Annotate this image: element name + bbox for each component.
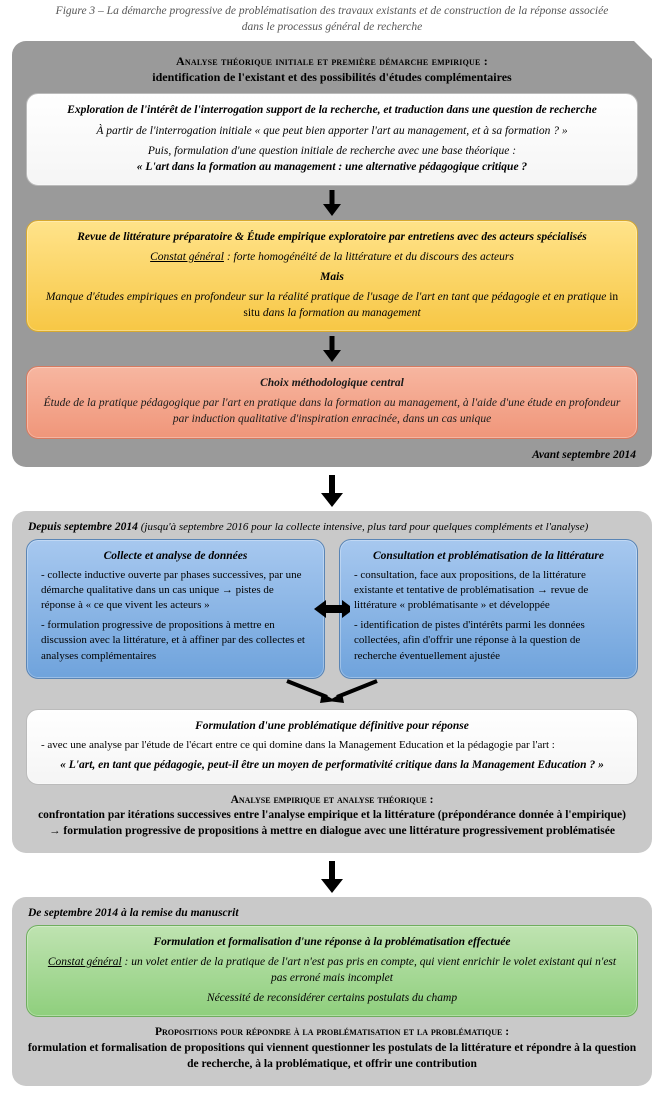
box-exploration-l3: « L'art dans la formation au management … [41, 159, 623, 175]
panel2-footer: Analyse empirique et analyse théorique :… [26, 793, 638, 840]
panel3-footer: Propositions pour répondre à la probléma… [26, 1025, 638, 1072]
double-arrow-icon [314, 598, 350, 620]
panel3-foot-caps: Propositions pour répondre à la probléma… [155, 1026, 509, 1038]
resp-constat-text: : un volet entier de la pratique de l'ar… [122, 956, 616, 984]
arrow-down-icon [26, 334, 638, 364]
box-lit-mais: Mais [41, 269, 623, 285]
panel2-foot-l1: confrontation par itérations successives… [38, 809, 626, 821]
box-literature-consult: Consultation et problématisation de la l… [339, 539, 638, 679]
consult-item-2: identification de pistes d'intérêts parm… [354, 618, 623, 664]
box-method-title: Choix méthodologique central [41, 375, 623, 391]
resp-constat-label: Constat général [48, 956, 122, 968]
box-resp-title: Formulation et formalisation d'une répon… [41, 934, 623, 950]
box-resp-l2: Nécessité de reconsidérer certains postu… [41, 990, 623, 1006]
panel2-date-note: (jusqu'à septembre 2016 pour la collecte… [141, 521, 588, 533]
box-method-choice: Choix méthodologique central Étude de la… [26, 366, 638, 438]
box-data-title: Collecte et analyse de données [41, 548, 310, 564]
panel-response: De septembre 2014 à la remise du manuscr… [12, 897, 652, 1086]
box-lit-title: Revue de littérature préparatoire & Étud… [41, 229, 623, 245]
data-item-2: formulation progressive de propositions … [41, 618, 310, 664]
box-response-formulation: Formulation et formalisation d'une répon… [26, 925, 638, 1017]
box-exploration-l1: À partir de l'interrogation initiale « q… [41, 123, 623, 139]
caption-line-1: Figure 3 – La démarche progressive de pr… [56, 5, 609, 17]
panel1-heading-sub: identification de l'existant et des poss… [152, 70, 511, 84]
box-consult-title: Consultation et problématisation de la l… [354, 548, 623, 564]
panel2-foot-caps: Analyse empirique et analyse théorique : [231, 794, 434, 806]
two-col-wrap: Collecte et analyse de données collecte … [26, 539, 638, 679]
box-definitive-problem: Formulation d'une problématique définiti… [26, 709, 638, 785]
panel1-heading: Analyse théorique initiale et première d… [26, 53, 638, 85]
arrow-down-icon [12, 473, 652, 509]
panel1-heading-caps: Analyse théorique initiale et première d… [176, 54, 488, 68]
panel2-date-prefix: Depuis septembre 2014 [28, 521, 141, 533]
box-lit-lack: Manque d'études empiriques en profondeur… [41, 289, 623, 321]
constat-label: Constat général [150, 251, 224, 263]
box-data-collection: Collecte et analyse de données collecte … [26, 539, 325, 679]
box-def-l1: - avec une analyse par l'étude de l'écar… [41, 738, 623, 753]
arrow-down-icon [12, 859, 652, 895]
page: Figure 3 – La démarche progressive de pr… [0, 0, 664, 1100]
constat-text: : forte homogénéité de la littérature et… [224, 251, 514, 263]
panel1-date: Avant septembre 2014 [532, 449, 636, 461]
panel2-date: Depuis septembre 2014 (jusqu'à septembre… [28, 521, 638, 533]
box-resp-constat: Constat général : un volet entier de la … [41, 954, 623, 986]
converging-arrows-icon [26, 679, 638, 707]
consult-item-1: consultation, face aux propositions, de … [354, 568, 623, 614]
caption-line-2: dans le processus général de recherche [242, 21, 422, 33]
box-literature-review: Revue de littérature préparatoire & Étud… [26, 220, 638, 332]
data-item-1: collecte inductive ouverte par phases su… [41, 568, 310, 614]
box-method-text: Étude de la pratique pédagogique par l'a… [41, 395, 623, 427]
box-def-l2: « L'art, en tant que pédagogie, peut-il … [41, 757, 623, 773]
box-exploration-l2: Puis, formulation d'une question initial… [41, 143, 623, 159]
box-exploration: Exploration de l'intérêt de l'interrogat… [26, 93, 638, 185]
lack-c: dans la formation au management [260, 307, 421, 319]
figure-caption: Figure 3 – La démarche progressive de pr… [12, 4, 652, 35]
box-lit-constat: Constat général : forte homogénéité de l… [41, 249, 623, 265]
arrow-down-icon [26, 188, 638, 218]
panel-fold-icon [634, 41, 652, 59]
box-def-title: Formulation d'une problématique définiti… [41, 718, 623, 734]
panel3-foot-l1: formulation et formalisation de proposit… [28, 1042, 636, 1070]
lack-a: Manque d'études empiriques en profondeur… [46, 291, 609, 303]
panel2-foot-l2: → formulation progressive de proposition… [49, 825, 615, 837]
panel3-date: De septembre 2014 à la remise du manuscr… [28, 907, 638, 919]
panel-since-2014: Depuis septembre 2014 (jusqu'à septembre… [12, 511, 652, 854]
panel-initial-analysis: Analyse théorique initiale et première d… [12, 41, 652, 467]
box-exploration-title: Exploration de l'intérêt de l'interrogat… [41, 102, 623, 118]
